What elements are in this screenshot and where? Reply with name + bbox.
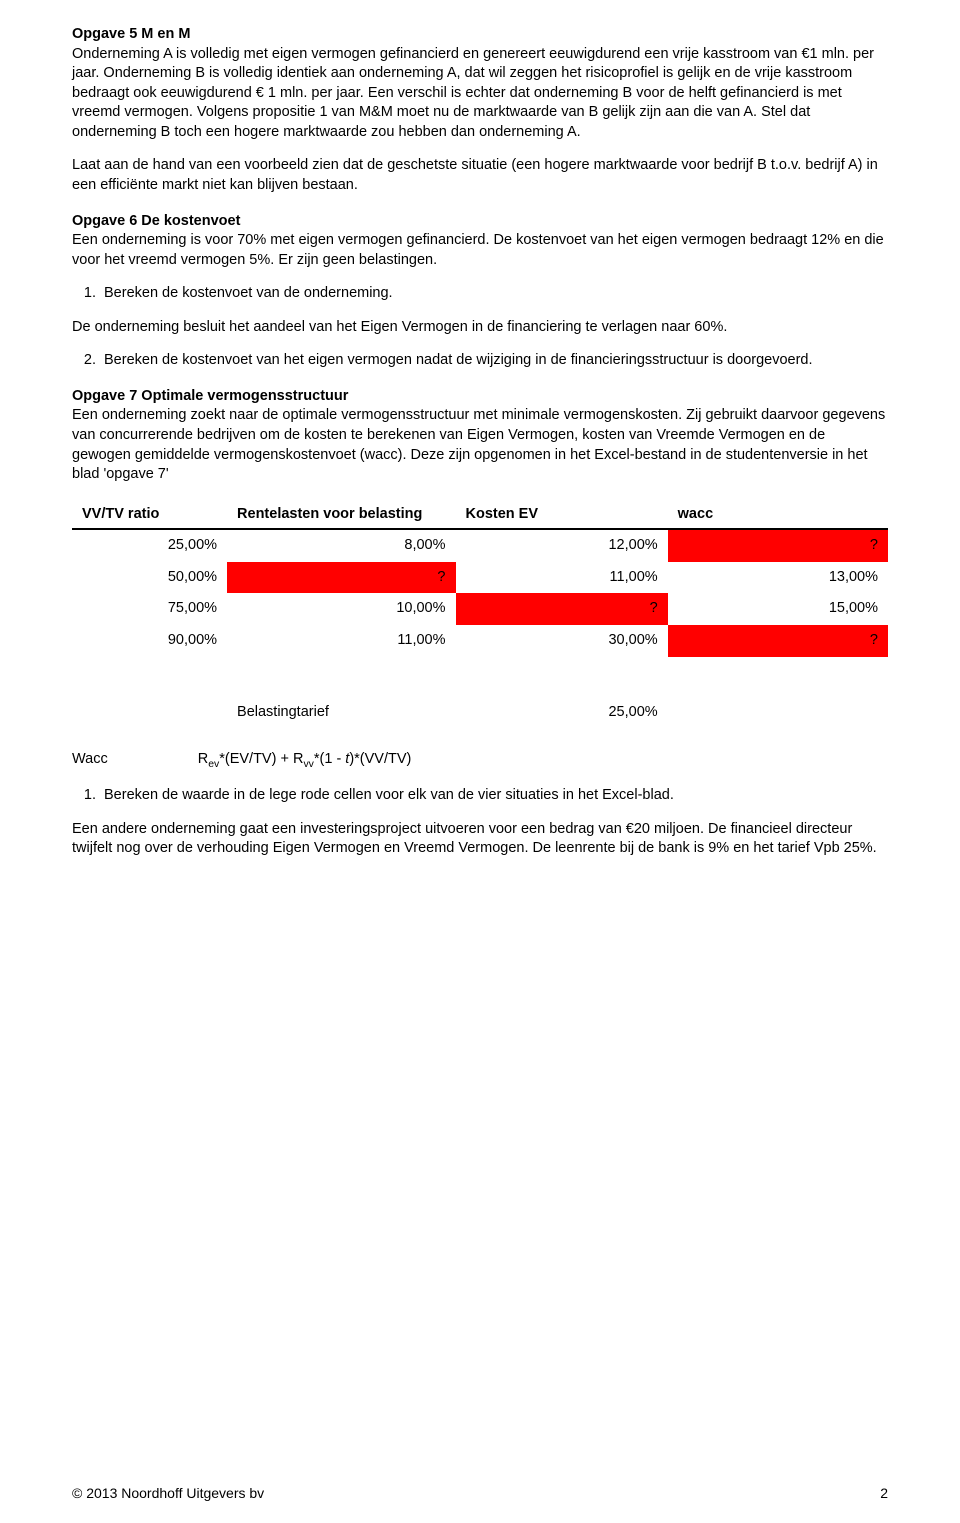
tax-label: Belastingtarief xyxy=(227,685,455,729)
opgave-5-title: Opgave 5 M en M xyxy=(72,26,190,42)
opgave-6-mid: De onderneming besluit het aandeel van h… xyxy=(72,318,888,338)
paragraph: Opgave 6 De kostenvoet Een onderneming i… xyxy=(72,212,888,271)
table-header: VV/TV ratio xyxy=(72,499,227,530)
paragraph: Opgave 7 Optimale vermogensstructuur Een… xyxy=(72,387,888,485)
table-cell: 10,00% xyxy=(227,593,455,625)
table-cell: 13,00% xyxy=(668,562,888,594)
wacc-table: VV/TV ratio Rentelasten voor belasting K… xyxy=(72,499,888,657)
ordered-list: Bereken de waarde in de lege rode cellen… xyxy=(72,786,888,806)
table-cell: 30,00% xyxy=(456,625,668,657)
table-cell: 50,00% xyxy=(72,562,227,594)
table-cell: 75,00% xyxy=(72,593,227,625)
table-cell: ? xyxy=(668,625,888,657)
formula-sub: vv xyxy=(303,759,313,770)
table-cell: 25,00% xyxy=(72,529,227,562)
table-header: Rentelasten voor belasting xyxy=(227,499,455,530)
page: Opgave 5 M en M Onderneming A is volledi… xyxy=(0,0,960,1523)
table-cell: 90,00% xyxy=(72,625,227,657)
paragraph: Opgave 5 M en M Onderneming A is volledi… xyxy=(72,25,888,142)
table-row: 75,00%10,00%?15,00% xyxy=(72,593,888,625)
opgave-5-text-1: Onderneming A is volledig met eigen verm… xyxy=(72,46,874,140)
list-item: Bereken de waarde in de lege rode cellen… xyxy=(100,786,888,806)
formula-sub: ev xyxy=(208,759,219,770)
table-cell: 11,00% xyxy=(456,562,668,594)
opgave-5-text-2: Laat aan de hand van een voorbeeld zien … xyxy=(72,156,888,195)
tax-table: Belastingtarief 25,00% xyxy=(72,685,888,729)
table-cell: ? xyxy=(668,529,888,562)
wacc-formula-line: Wacc Rev*(EV/TV) + Rvv*(1 - t)*(VV/TV) xyxy=(72,750,888,772)
table-header: wacc xyxy=(668,499,888,530)
table-cell: 11,00% xyxy=(227,625,455,657)
opgave-7: Opgave 7 Optimale vermogensstructuur Een… xyxy=(72,387,888,859)
formula-part: *(EV/TV) + R xyxy=(219,751,303,767)
opgave-6-intro: Een onderneming is voor 70% met eigen ve… xyxy=(72,232,884,268)
table-header: Kosten EV xyxy=(456,499,668,530)
ordered-list: Bereken de kostenvoet van de onderneming… xyxy=(72,284,888,304)
wacc-formula: Rev*(EV/TV) + Rvv*(1 - t)*(VV/TV) xyxy=(198,750,412,772)
opgave-6: Opgave 6 De kostenvoet Een onderneming i… xyxy=(72,212,888,371)
formula-part: R xyxy=(198,751,208,767)
opgave-7-outro: Een andere onderneming gaat een invester… xyxy=(72,820,888,859)
table-cell: 15,00% xyxy=(668,593,888,625)
footer-page-number: 2 xyxy=(880,1484,888,1503)
opgave-5: Opgave 5 M en M Onderneming A is volledi… xyxy=(72,25,888,196)
wacc-label: Wacc xyxy=(72,750,108,772)
opgave-7-title: Opgave 7 Optimale vermogensstructuur xyxy=(72,388,348,404)
opgave-7-intro: Een onderneming zoekt naar de optimale v… xyxy=(72,407,885,482)
list-item: Bereken de kostenvoet van het eigen verm… xyxy=(100,351,888,371)
page-footer: © 2013 Noordhoff Uitgevers bv 2 xyxy=(72,1484,888,1503)
table-row: 25,00%8,00%12,00%? xyxy=(72,529,888,562)
table-cell: ? xyxy=(227,562,455,594)
table-header-row: VV/TV ratio Rentelasten voor belasting K… xyxy=(72,499,888,530)
table-cell: 8,00% xyxy=(227,529,455,562)
tax-value: 25,00% xyxy=(456,685,668,729)
table-row: 50,00%?11,00%13,00% xyxy=(72,562,888,594)
ordered-list: Bereken de kostenvoet van het eigen verm… xyxy=(72,351,888,371)
table-cell: 12,00% xyxy=(456,529,668,562)
table-cell: ? xyxy=(456,593,668,625)
table-row: 90,00%11,00%30,00%? xyxy=(72,625,888,657)
footer-left: © 2013 Noordhoff Uitgevers bv xyxy=(72,1484,264,1503)
list-item: Bereken de kostenvoet van de onderneming… xyxy=(100,284,888,304)
table-row: Belastingtarief 25,00% xyxy=(72,685,888,729)
formula-part: )*(VV/TV) xyxy=(349,751,411,767)
formula-part: *(1 - xyxy=(314,751,345,767)
opgave-6-title: Opgave 6 De kostenvoet xyxy=(72,213,240,229)
